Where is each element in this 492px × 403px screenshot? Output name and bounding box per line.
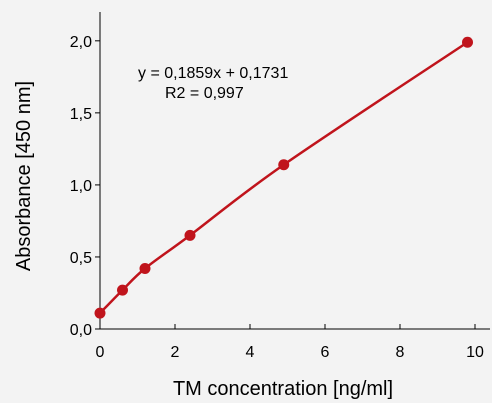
r-squared-label: R2 = 0,997 (165, 85, 244, 102)
regression-equation: y = 0,1859x + 0,1731 (138, 65, 288, 82)
data-point (139, 262, 151, 274)
x-tick-label: 6 (321, 344, 330, 361)
x-axis-title: TM concentration [ng/ml] (173, 378, 393, 400)
x-tick-label: 2 (171, 344, 180, 361)
y-tick-label: 1,0 (70, 178, 92, 195)
y-tick-label: 0,5 (70, 250, 92, 267)
y-tick-label: 0,0 (70, 322, 92, 339)
x-tick-label: 4 (246, 344, 255, 361)
data-point (117, 284, 128, 296)
y-axis-title: Absorbance [450 nm] (13, 81, 35, 271)
data-point (184, 229, 196, 241)
data-point (462, 36, 473, 48)
y-tick-label: 2,0 (70, 34, 92, 51)
data-point (278, 159, 290, 171)
series-line (99, 41, 469, 315)
x-tick-label: 8 (396, 344, 405, 361)
ticks: 0 2 4 6 8 10 0,0 0,5 1,0 1,5 2,0 (70, 34, 484, 361)
axes (99, 12, 490, 330)
x-tick-label: 10 (466, 344, 484, 361)
y-tick-label: 1,5 (70, 106, 92, 123)
series (94, 36, 473, 319)
x-tick-label: 0 (96, 344, 105, 361)
data-point (94, 307, 106, 319)
